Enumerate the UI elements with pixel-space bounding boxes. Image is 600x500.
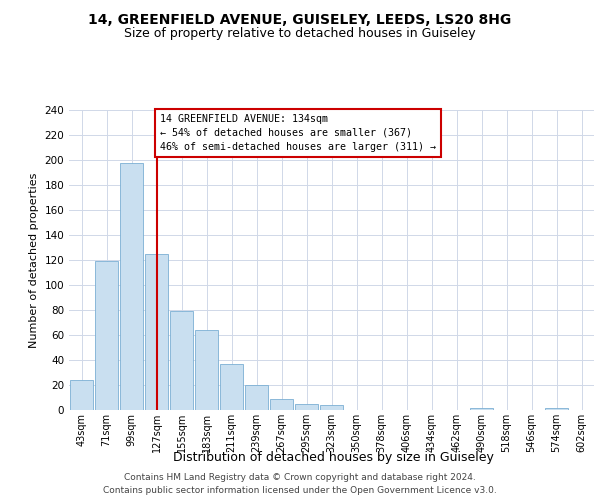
Bar (320, 405, 343, 410)
Bar (545, 408, 568, 410)
Bar (145, 254, 169, 410)
Text: Contains HM Land Registry data © Crown copyright and database right 2024.
Contai: Contains HM Land Registry data © Crown c… (103, 474, 497, 495)
Bar (245, 385, 268, 410)
Text: Size of property relative to detached houses in Guiseley: Size of property relative to detached ho… (124, 28, 476, 40)
Bar (269, 399, 293, 410)
Bar (170, 311, 193, 410)
Bar (95, 261, 118, 410)
Bar (194, 330, 218, 410)
Text: 14 GREENFIELD AVENUE: 134sqm
← 54% of detached houses are smaller (367)
46% of s: 14 GREENFIELD AVENUE: 134sqm ← 54% of de… (160, 114, 436, 152)
Y-axis label: Number of detached properties: Number of detached properties (29, 172, 39, 348)
Text: Distribution of detached houses by size in Guiseley: Distribution of detached houses by size … (173, 451, 493, 464)
Bar (220, 364, 244, 410)
Text: 14, GREENFIELD AVENUE, GUISELEY, LEEDS, LS20 8HG: 14, GREENFIELD AVENUE, GUISELEY, LEEDS, … (88, 12, 512, 26)
Bar (70, 380, 94, 410)
Bar (470, 408, 493, 410)
Bar (295, 404, 319, 410)
Bar (119, 162, 143, 410)
